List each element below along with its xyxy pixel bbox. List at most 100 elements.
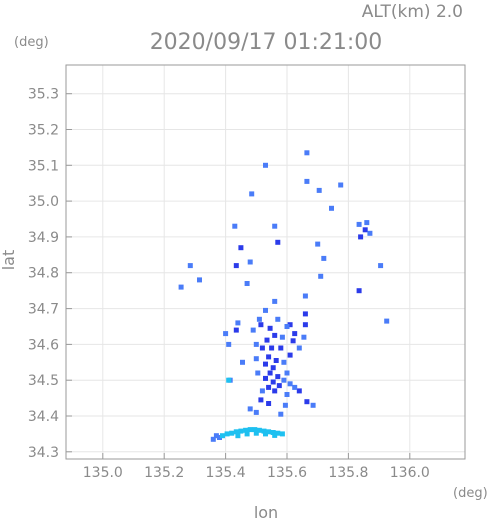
echo-point-intense: [269, 345, 275, 351]
x-tick-label: 135.2: [144, 465, 184, 481]
echo-point-weak: [261, 428, 267, 434]
y-unit-label: (deg): [14, 35, 49, 50]
echo-point-moderate: [178, 284, 184, 290]
echo-point-intense: [267, 325, 273, 331]
echo-point-moderate: [304, 150, 310, 156]
echo-point-intense: [278, 345, 284, 351]
echo-point-intense: [258, 397, 264, 403]
echo-point-moderate: [250, 327, 256, 333]
echo-point-moderate: [310, 402, 316, 408]
y-tick-label: 34.3: [28, 445, 59, 461]
echo-point-moderate: [384, 318, 390, 324]
echo-point-moderate: [232, 223, 238, 229]
echo-point-intense: [273, 358, 279, 363]
y-tick-label: 34.4: [28, 409, 59, 425]
echo-point-moderate: [249, 191, 255, 197]
echo-point-moderate: [329, 205, 334, 211]
y-tick-label: 35.2: [28, 123, 59, 139]
echo-point-weak: [263, 431, 268, 437]
echo-point-moderate: [338, 182, 344, 188]
x-unit-label: (deg): [453, 486, 488, 501]
echo-point-moderate: [253, 341, 259, 347]
echo-point-moderate: [187, 263, 193, 269]
echo-point-intense: [302, 322, 308, 328]
echo-point-weak: [243, 427, 249, 433]
echo-point-moderate: [240, 359, 245, 365]
echo-point-intense: [302, 311, 308, 317]
echo-point-moderate: [255, 370, 261, 376]
echo-point-moderate: [263, 307, 268, 313]
echo-point-moderate: [272, 223, 278, 229]
echo-point-moderate: [282, 402, 288, 408]
y-tick-label: 34.9: [28, 230, 59, 246]
echo-point-moderate: [253, 409, 259, 415]
echo-point-moderate: [223, 331, 229, 337]
echo-point-weak: [244, 431, 250, 437]
echo-point-intense: [287, 322, 293, 328]
echo-point-intense: [276, 383, 282, 389]
echo-point-moderate: [263, 162, 268, 168]
grid-lines: [66, 65, 465, 459]
echo-point-moderate: [356, 221, 362, 227]
echo-point-moderate: [279, 334, 285, 340]
axis-ticks: 135.0 135.2 135.4 135.6 135.8 136.0 34.3 34.4 34…: [28, 87, 430, 481]
echo-point-intense: [270, 365, 276, 371]
echo-point-weak: [220, 433, 225, 439]
echo-point-intense: [263, 361, 268, 367]
echo-point-moderate: [210, 436, 216, 442]
echo-point-intense: [275, 374, 281, 380]
echo-point-moderate: [318, 273, 324, 279]
echo-point-moderate: [292, 384, 298, 390]
echo-point-intense: [272, 332, 278, 338]
echo-point-moderate: [256, 316, 262, 322]
x-tick-label: 135.8: [328, 465, 368, 481]
echo-points: [178, 150, 390, 442]
echo-point-moderate: [284, 392, 290, 397]
echo-point-moderate: [316, 187, 322, 193]
echo-point-moderate: [259, 388, 265, 394]
echo-point-moderate: [275, 316, 281, 322]
echo-point-weak: [238, 428, 244, 434]
echo-point-intense: [267, 370, 273, 376]
echo-point-moderate: [278, 411, 284, 417]
echo-point-moderate: [281, 359, 287, 365]
echo-point-moderate: [213, 433, 219, 439]
echo-point-moderate: [315, 241, 321, 247]
echo-point-intense: [290, 338, 296, 344]
echo-point-moderate: [244, 281, 250, 286]
x-tick-label: 135.0: [83, 465, 123, 481]
altitude-subtitle: ALT(km) 2.0: [362, 2, 463, 22]
y-tick-label: 34.7: [28, 302, 59, 318]
echo-point-weak: [226, 377, 232, 383]
y-tick-label: 34.8: [28, 266, 59, 282]
echo-point-moderate: [284, 370, 290, 376]
echo-point-weak: [235, 433, 241, 439]
y-tick-label: 35.0: [28, 194, 59, 210]
echo-point-moderate: [304, 178, 310, 184]
plot-frame: [65, 64, 466, 460]
echo-point-moderate: [281, 377, 287, 383]
echo-point-moderate: [301, 334, 307, 340]
echo-point-weak: [266, 429, 272, 435]
echo-point-moderate: [217, 435, 222, 440]
echo-point-intense: [259, 345, 265, 351]
echo-point-intense: [304, 399, 310, 405]
echo-point-moderate: [247, 406, 253, 412]
x-axis-label: lon: [254, 503, 278, 521]
echo-point-moderate: [253, 356, 259, 362]
echo-point-intense: [292, 331, 298, 337]
echo-point-weak: [270, 430, 276, 435]
echo-point-weak: [224, 431, 230, 437]
echo-point-intense: [266, 384, 272, 390]
echo-point-intense: [287, 352, 293, 358]
echo-point-weak: [233, 429, 239, 435]
y-axis-label: lat: [0, 250, 18, 271]
x-tick-label: 136.0: [390, 465, 430, 481]
echo-point-intense: [266, 401, 272, 406]
echo-point-moderate: [247, 259, 253, 265]
echo-point-moderate: [302, 293, 308, 299]
echo-point-moderate: [235, 320, 241, 326]
echo-point-intense: [356, 288, 362, 294]
echo-point-intense: [264, 337, 270, 343]
